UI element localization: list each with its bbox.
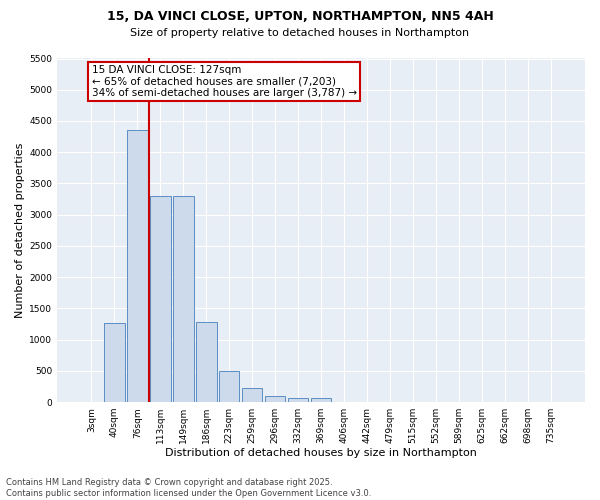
- Bar: [311, 398, 331, 402]
- Text: 15 DA VINCI CLOSE: 127sqm
← 65% of detached houses are smaller (7,203)
34% of se: 15 DA VINCI CLOSE: 127sqm ← 65% of detac…: [92, 64, 357, 98]
- Text: 15, DA VINCI CLOSE, UPTON, NORTHAMPTON, NN5 4AH: 15, DA VINCI CLOSE, UPTON, NORTHAMPTON, …: [107, 10, 493, 23]
- Text: Size of property relative to detached houses in Northampton: Size of property relative to detached ho…: [130, 28, 470, 38]
- X-axis label: Distribution of detached houses by size in Northampton: Distribution of detached houses by size …: [165, 448, 477, 458]
- Bar: [265, 396, 286, 402]
- Bar: [196, 322, 217, 402]
- Bar: [288, 398, 308, 402]
- Bar: [242, 388, 262, 402]
- Y-axis label: Number of detached properties: Number of detached properties: [15, 142, 25, 318]
- Bar: [219, 371, 239, 402]
- Text: Contains HM Land Registry data © Crown copyright and database right 2025.
Contai: Contains HM Land Registry data © Crown c…: [6, 478, 371, 498]
- Bar: [150, 196, 170, 402]
- Bar: [127, 130, 148, 402]
- Bar: [104, 323, 125, 402]
- Bar: [173, 196, 194, 402]
